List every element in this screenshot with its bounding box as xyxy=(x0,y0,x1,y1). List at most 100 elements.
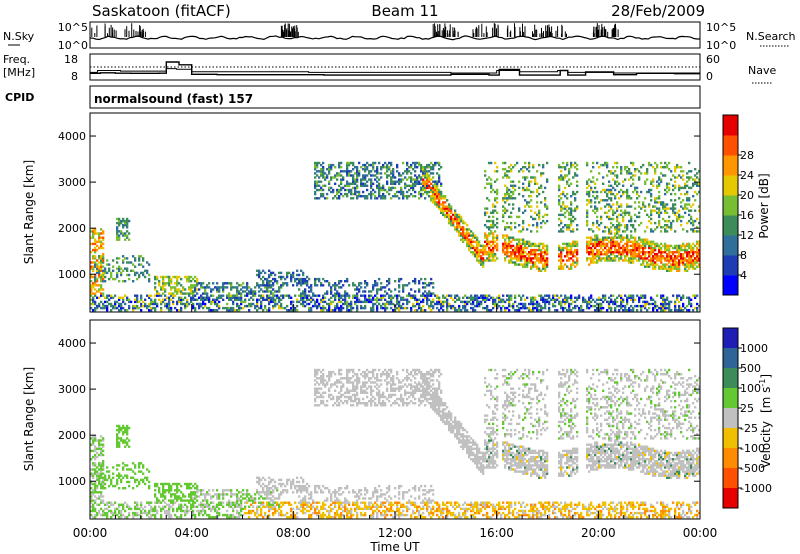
power-cell-4465 xyxy=(688,267,691,270)
power-cell-2989 xyxy=(558,296,561,299)
power-cell-2936 xyxy=(544,253,547,256)
power-cell-4058 xyxy=(654,255,657,258)
power-cell-1367 xyxy=(358,282,361,285)
power-cell-874 xyxy=(274,273,277,277)
power-cell-758 xyxy=(250,290,253,293)
power-cell-1670 xyxy=(400,306,403,310)
power-cell-914 xyxy=(286,284,289,287)
power-cell-4387 xyxy=(680,201,683,204)
power-cell-671 xyxy=(226,286,229,289)
power-cell-14 xyxy=(90,261,93,264)
power-cell-3835 xyxy=(634,257,637,260)
power-cell-4568 xyxy=(696,230,699,233)
power-cell-2904 xyxy=(542,300,545,304)
power-cell-1572 xyxy=(386,292,389,295)
power-cell-1086 xyxy=(320,168,323,171)
power-cell-2806 xyxy=(532,244,535,248)
power-cell-1920 xyxy=(430,161,433,165)
power-cell-1802 xyxy=(418,176,421,179)
power-cell-4537 xyxy=(694,263,697,266)
power-cell-1772 xyxy=(414,180,417,183)
power-cell-2763 xyxy=(528,180,531,183)
power-cell-1204 xyxy=(338,292,341,295)
velocity-cell-141 xyxy=(102,482,105,486)
nave-label: Nave xyxy=(748,64,776,77)
power-cell-3801 xyxy=(630,205,633,208)
power-cell-4083 xyxy=(656,244,659,248)
power-cell-2019 xyxy=(442,296,445,299)
power-cell-2687 xyxy=(522,246,525,250)
power-cell-2566 xyxy=(510,240,513,243)
power-cell-2819 xyxy=(534,263,537,266)
power-cell-205 xyxy=(116,275,119,279)
power-cell-3381 xyxy=(596,221,599,225)
power-cell-1213 xyxy=(338,174,341,177)
power-cell-2672 xyxy=(520,242,523,246)
power-cell-3535 xyxy=(610,242,613,246)
power-cell-2606 xyxy=(514,261,517,264)
power-cell-100 xyxy=(98,255,101,258)
power-cell-4113 xyxy=(658,201,661,204)
power-cell-501 xyxy=(180,298,183,301)
power-cell-1893 xyxy=(428,184,431,187)
power-cell-1478 xyxy=(372,161,375,165)
power-cell-921 xyxy=(288,294,291,297)
power-cell-3652 xyxy=(618,213,621,217)
power-cell-767 xyxy=(254,294,257,297)
power-cell-1058 xyxy=(316,163,319,167)
power-cell-3933 xyxy=(642,203,645,206)
power-cell-3626 xyxy=(616,201,619,204)
power-cell-1468 xyxy=(372,288,375,291)
power-cell-1904 xyxy=(430,300,433,304)
power-cell-4025 xyxy=(650,163,653,167)
power-cell-3299 xyxy=(590,296,593,299)
power-cell-432 xyxy=(164,284,167,287)
power-cell-2496 xyxy=(504,195,507,198)
power-cell-3052 xyxy=(562,246,565,250)
power-cell-290 xyxy=(126,221,129,225)
power-cell-1903 xyxy=(430,302,433,306)
power-cell-1824 xyxy=(422,300,425,304)
power-cell-2789 xyxy=(530,190,533,194)
power-cell-3067 xyxy=(564,302,567,306)
velocity-cell-62 xyxy=(94,453,97,457)
power-cell-4380 xyxy=(680,248,683,252)
power-cell-2298 xyxy=(484,234,487,237)
power-cell-2238 xyxy=(476,251,479,254)
power-cell-1720 xyxy=(406,163,409,167)
power-cell-2639 xyxy=(518,259,521,262)
power-cell-2457 xyxy=(502,298,505,301)
power-cell-2280 xyxy=(482,253,485,256)
power-cell-3821 xyxy=(632,244,635,248)
power-cell-2541 xyxy=(508,240,511,243)
power-cell-317 xyxy=(134,294,137,297)
power-cell-2692 xyxy=(522,226,525,229)
power-cell-2326 xyxy=(486,207,489,210)
power-cell-1373 xyxy=(358,170,361,173)
velocity-cell-68 xyxy=(94,435,97,438)
power-cell-4585 xyxy=(698,244,701,248)
power-cell-602 xyxy=(204,288,207,291)
power-cell-2990 xyxy=(558,267,561,270)
power-cell-1628 xyxy=(392,168,395,171)
power-cell-3594 xyxy=(614,228,617,231)
power-cell-2958 xyxy=(546,246,549,250)
power-cell-4129 xyxy=(660,261,663,264)
power-cell-742 xyxy=(246,292,249,295)
power-cell-3711 xyxy=(624,255,627,258)
power-cell-3111 xyxy=(566,161,569,165)
power-cell-4246 xyxy=(668,219,671,223)
power-cell-3740 xyxy=(626,240,629,243)
power-cell-4353 xyxy=(678,261,681,264)
power-cell-3918 xyxy=(642,296,645,299)
power-cell-2699 xyxy=(522,182,525,185)
power-cell-4346 xyxy=(678,304,681,308)
power-cell-1948 xyxy=(434,197,437,200)
power-cell-4332 xyxy=(676,255,679,258)
power-cell-4503 xyxy=(690,217,693,221)
power-cell-3113 xyxy=(568,306,571,310)
power-cell-4561 xyxy=(696,255,699,258)
power-cell-3929 xyxy=(642,242,645,246)
power-cell-864 xyxy=(272,277,275,281)
power-cell-1931 xyxy=(432,195,435,198)
